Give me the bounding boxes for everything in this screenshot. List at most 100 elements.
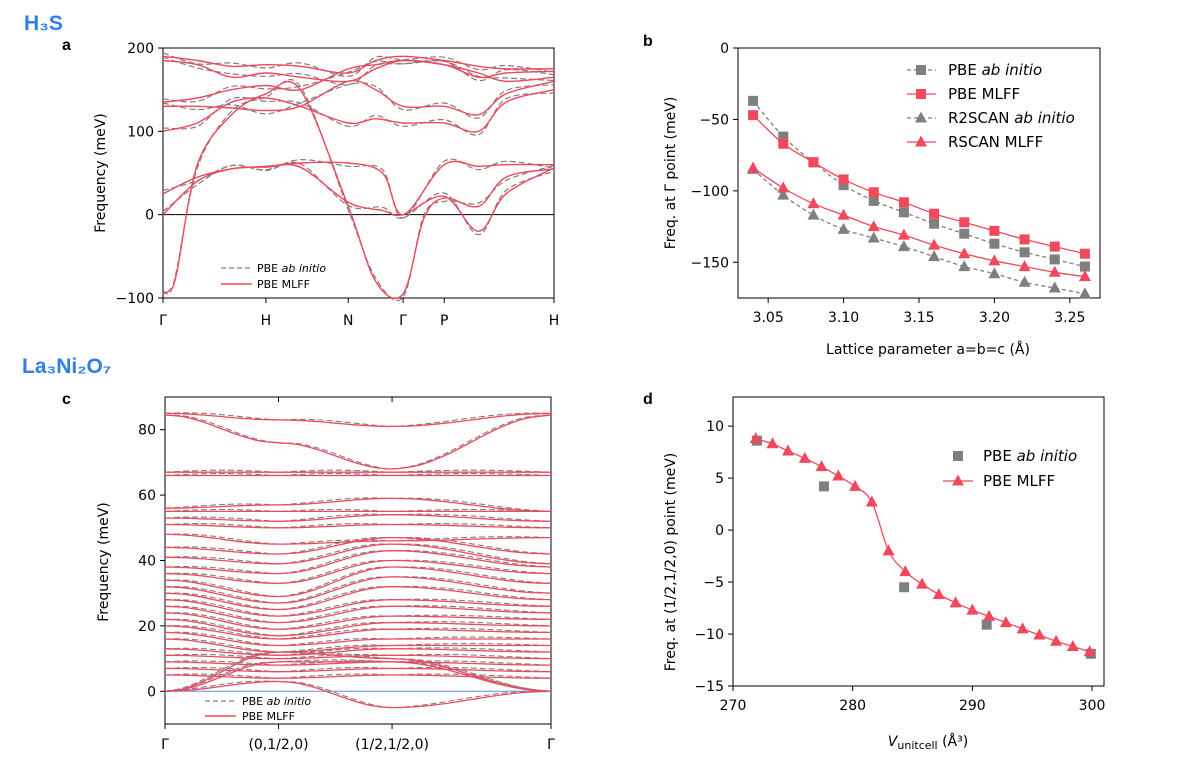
a-ytick-label: −100 xyxy=(116,291,154,307)
a-legend-abinitio-prefix: PBE xyxy=(257,262,282,275)
c-band-mlff xyxy=(164,612,552,630)
a-legend-abinitio-italic: ab initio xyxy=(282,262,327,275)
b-point-series-3 xyxy=(747,161,760,173)
b-legend-marker-1 xyxy=(916,89,926,99)
b-point-series-3 xyxy=(807,197,820,209)
panel-a-y-axis-label: Frequency (meV) xyxy=(93,113,109,233)
a-band-abinitio xyxy=(162,158,555,219)
d-point-mlff xyxy=(766,437,779,449)
b-series-line-0 xyxy=(752,100,1086,268)
c-band-mlff xyxy=(164,680,552,709)
c-band-abinitio xyxy=(164,585,552,611)
d-legend-abinitio-label: PBE ab initio xyxy=(983,447,1077,465)
b-point-series-1 xyxy=(748,110,759,121)
d-point-mlff xyxy=(999,616,1012,628)
c-band-mlff xyxy=(164,586,552,611)
b-point-series-0 xyxy=(959,228,970,239)
a-ytick-label: 200 xyxy=(127,41,154,57)
panel-b-x-axis-label: Lattice parameter a=b=c (Å) xyxy=(826,341,1030,358)
b-point-series-1 xyxy=(898,197,909,208)
panel-d-legend: PBE ab initio PBE MLFF xyxy=(943,447,1077,490)
d-point-mlff xyxy=(916,577,929,589)
panel-c-la3ni2o7-phonon-bands: c Frequency (meV) 0 20 40 60 80 Γ (0,1/2,0) (1/… xyxy=(62,391,555,753)
c-ytick-label: 80 xyxy=(138,423,156,439)
panel-b-series xyxy=(747,95,1091,299)
b-point-series-2 xyxy=(988,267,1001,279)
a-kpoint-label: N xyxy=(343,313,353,329)
la3ni2o7-section-title: La₃Ni₂O₇ xyxy=(22,355,111,378)
d-point-mlff xyxy=(1033,628,1046,640)
a-kpoint-label: H xyxy=(261,313,272,329)
d-mlff-line xyxy=(755,437,1090,653)
d-xtick-label: 290 xyxy=(959,698,986,714)
b-series-line-2 xyxy=(752,168,1086,295)
b-point-series-1 xyxy=(1019,234,1030,245)
c-band-mlff xyxy=(164,497,552,513)
c-band-mlff xyxy=(164,536,552,555)
c-band-abinitio xyxy=(164,508,552,512)
b-point-series-3 xyxy=(1018,260,1031,272)
b-point-series-2 xyxy=(777,188,790,200)
panel-a-frame xyxy=(162,47,555,299)
c-band-abinitio xyxy=(164,550,552,575)
d-ytick-label: 0 xyxy=(715,523,724,539)
c-band-mlff xyxy=(164,661,552,666)
b-legend-name-0: PBE xyxy=(948,61,982,79)
panel-b-legend: PBE ab initio PBE MLFF R2SCAN ab initio RSC… xyxy=(907,61,1075,151)
c-legend-abinitio-italic: ab initio xyxy=(267,695,312,708)
c-band-abinitio xyxy=(164,469,552,473)
b-point-series-1 xyxy=(929,208,940,219)
c-band-abinitio xyxy=(164,472,552,477)
c-band-abinitio xyxy=(164,650,552,692)
d-point-mlff xyxy=(782,444,795,456)
c-band-abinitio xyxy=(164,618,552,637)
a-band-mlff xyxy=(162,160,555,216)
a-band-abinitio xyxy=(162,56,555,86)
b-ytick-label: −100 xyxy=(691,184,729,200)
b-point-series-2 xyxy=(837,222,850,234)
b-ytick-label: 0 xyxy=(720,41,729,57)
d-point-mlff xyxy=(849,479,862,491)
c-band-abinitio xyxy=(164,598,552,617)
d-point-mlff xyxy=(815,460,828,472)
d-ytick-label: −10 xyxy=(694,627,724,643)
a-band-mlff xyxy=(162,163,555,233)
panel-d-ticks: 10 5 0 −5 −10 −15 270 280 290 300 xyxy=(694,419,1105,714)
b-legend-label-3: RSCAN MLFF xyxy=(948,133,1043,151)
h3s-section-title: H₃S xyxy=(24,12,63,35)
d-point-mlff xyxy=(966,603,979,615)
c-band-abinitio xyxy=(164,638,552,653)
panel-d-x-axis-symbol: V xyxy=(888,734,899,750)
b-point-series-3 xyxy=(928,238,941,250)
c-band-abinitio xyxy=(164,533,552,545)
b-xtick-label: 3.25 xyxy=(1054,310,1085,326)
panel-b-label: b xyxy=(643,33,653,50)
c-band-abinitio xyxy=(164,543,552,565)
c-band-abinitio xyxy=(164,666,552,673)
c-kpoint-label: (1/2,1/2,0) xyxy=(355,737,429,753)
panel-a-legend: PBE ab initio PBE MLFF xyxy=(221,262,326,291)
c-band-abinitio xyxy=(164,414,552,470)
c-band-abinitio xyxy=(164,612,552,630)
b-point-series-2 xyxy=(807,208,820,220)
c-band-mlff xyxy=(164,566,552,598)
b-point-series-1 xyxy=(989,225,1000,236)
c-band-mlff xyxy=(164,667,552,673)
panel-d-x-axis-label: Vunitcell (Å³) xyxy=(888,733,968,752)
c-legend-abinitio-label: PBE ab initio xyxy=(242,695,311,708)
panel-a-label: a xyxy=(62,37,71,54)
b-point-series-0 xyxy=(748,95,759,106)
d-legend-abinitio-prefix: PBE xyxy=(983,447,1017,465)
d-ytick-label: 10 xyxy=(706,419,724,435)
a-kpoint-label: Γ xyxy=(399,313,407,329)
b-xtick-label: 3.05 xyxy=(753,310,784,326)
panel-b-gamma-frequency-vs-lattice: b Freq. at Γ point (meV) Lattice paramet… xyxy=(643,33,1101,358)
a-band-abinitio xyxy=(162,161,555,236)
d-point-mlff xyxy=(865,495,878,507)
b-point-series-1 xyxy=(838,174,849,185)
b-point-series-2 xyxy=(1078,287,1091,299)
c-band-abinitio xyxy=(164,576,552,604)
b-xtick-label: 3.15 xyxy=(903,310,934,326)
b-legend-label-0: PBE ab initio xyxy=(948,61,1042,79)
a-kpoint-label: Γ xyxy=(159,313,167,329)
